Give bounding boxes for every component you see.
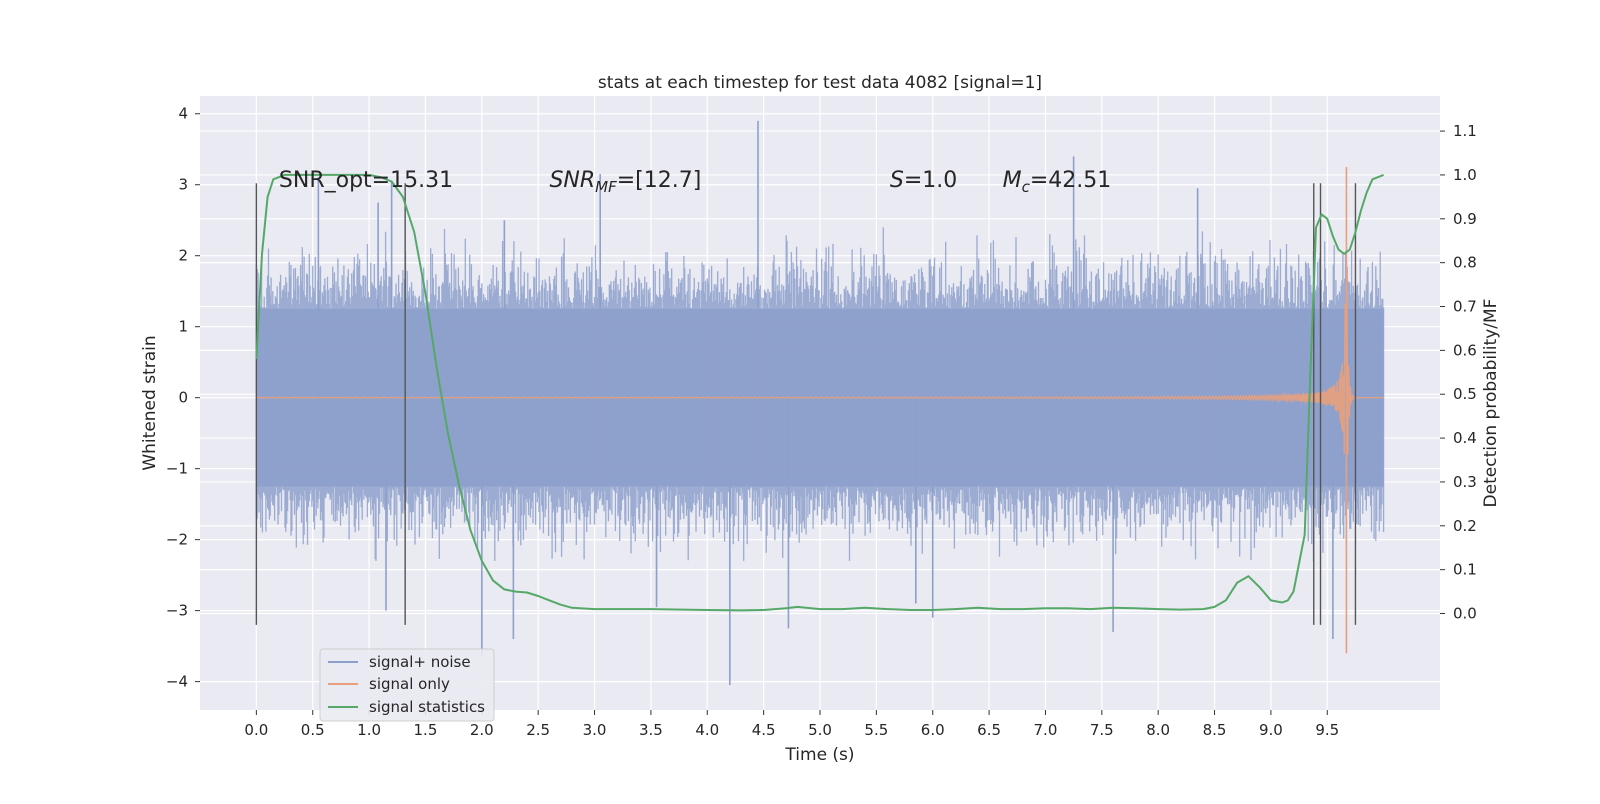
x-tick-label: 2.5 <box>526 721 550 739</box>
y2-tick-label: 0.1 <box>1453 561 1477 579</box>
y-tick-label: −2 <box>166 531 188 549</box>
x-tick-label: 8.5 <box>1203 721 1227 739</box>
x-tick-label: 1.5 <box>414 721 438 739</box>
annotation: SNR_opt=15.31 <box>279 168 453 193</box>
x-tick-label: 7.5 <box>1090 721 1114 739</box>
y2-tick-label: 0.6 <box>1453 341 1477 359</box>
y-tick-label: 2 <box>178 247 188 265</box>
y2-tick-label: 1.0 <box>1453 166 1477 184</box>
y2-tick-label: 0.0 <box>1453 605 1477 623</box>
y2-tick-label: 1.1 <box>1453 122 1477 140</box>
x-tick-label: 2.0 <box>470 721 494 739</box>
y-tick-label: −3 <box>166 602 188 620</box>
y-tick-label: 1 <box>178 318 188 336</box>
series-signal-only <box>256 166 1384 654</box>
y2-tick-label: 0.3 <box>1453 473 1477 491</box>
y2-tick-label: 0.2 <box>1453 517 1477 535</box>
annotations: SNR_opt=15.31 SNRMF=[12.7] S=1.0 Mc=42.51 <box>279 168 1111 196</box>
chart-title: stats at each timestep for test data 408… <box>598 73 1042 93</box>
x-tick-label: 0.0 <box>244 721 268 739</box>
x-tick-label: 3.5 <box>639 721 663 739</box>
annotation: SNRMF=[12.7] <box>549 168 701 196</box>
x-tick-label: 4.0 <box>695 721 719 739</box>
y2-tick-label: 0.8 <box>1453 254 1477 272</box>
x-tick-label: 5.5 <box>864 721 888 739</box>
x-tick-label: 9.5 <box>1315 721 1339 739</box>
annotation: Mc=42.51 <box>1003 168 1112 196</box>
x-tick-label: 0.5 <box>301 721 325 739</box>
x-tick-label: 8.0 <box>1146 721 1170 739</box>
y-tick-label: −1 <box>166 460 188 478</box>
x-tick-label: 6.0 <box>921 721 945 739</box>
y2-tick-label: 0.7 <box>1453 298 1477 316</box>
y2-axis-label: Detection probability/MF <box>1481 299 1501 508</box>
y-axis-label: Whitened strain <box>140 335 160 470</box>
legend-label-signal-statistics: signal statistics <box>369 698 485 716</box>
y2-tick-label: 0.9 <box>1453 210 1477 228</box>
y2-tick-label: 0.4 <box>1453 429 1477 447</box>
statistics-trace <box>255 173 1384 612</box>
x-tick-label: 1.0 <box>357 721 381 739</box>
x-tick-label: 7.0 <box>1034 721 1058 739</box>
x-tick-label: 6.5 <box>977 721 1001 739</box>
y-tick-label: 0 <box>178 389 188 407</box>
x-tick-label: 4.5 <box>752 721 776 739</box>
annotation: S=1.0 <box>890 168 957 193</box>
y-tick-label: −4 <box>166 673 188 691</box>
legend: signal+ noise signal only signal statist… <box>319 648 495 722</box>
chirp-trace <box>256 269 1384 455</box>
y2-tick-label: 0.5 <box>1453 385 1477 403</box>
y-tick-label: 4 <box>178 105 188 123</box>
x-tick-label: 5.0 <box>808 721 832 739</box>
x-tick-label: 9.0 <box>1259 721 1283 739</box>
marker-lines <box>255 183 1357 625</box>
y-tick-label: 3 <box>178 176 188 194</box>
x-axis-label: Time (s) <box>784 745 854 765</box>
ticks: 0.0 0.5 1.0 1.5 2.0 2.5 3.0 3.5 4.0 4.5 5.0 5.5 6.0 6… <box>166 105 1477 739</box>
legend-label-signal-noise: signal+ noise <box>369 653 471 671</box>
legend-box <box>319 648 495 722</box>
x-tick-label: 3.0 <box>583 721 607 739</box>
series-signal-statistics <box>255 173 1384 612</box>
legend-label-signal-only: signal only <box>369 675 450 693</box>
